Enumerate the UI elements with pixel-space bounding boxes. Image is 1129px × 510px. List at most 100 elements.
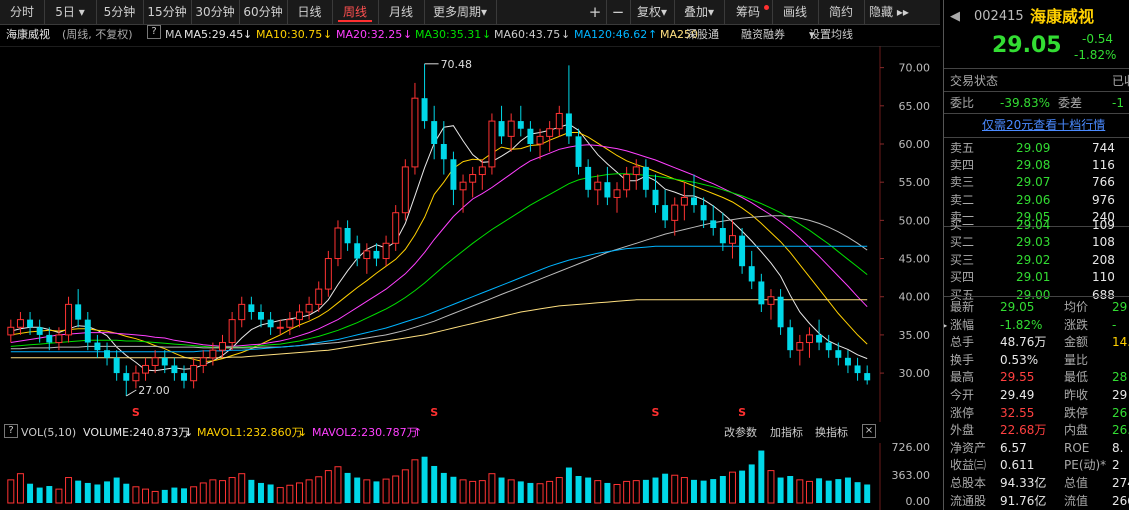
change-indicator-button[interactable]: 换指标: [815, 426, 848, 439]
candle-body: [796, 342, 804, 351]
candle: [286, 312, 294, 335]
hk-connect-link[interactable]: 深股通: [686, 28, 719, 41]
candlestick-chart[interactable]: 70.00 65.00 60.00 55.00 50.00 45.00 40.00 35.00…: [0, 46, 940, 422]
bid-price: 29.03: [1016, 235, 1051, 250]
volume-bar: [825, 480, 832, 503]
volume-bar: [354, 477, 361, 503]
ma10-value: MA10:30.75: [256, 28, 323, 41]
candle: [632, 159, 640, 190]
bid-label: 买二: [950, 235, 975, 250]
candle-body: [199, 357, 207, 366]
candle: [142, 357, 150, 381]
edit-params-button[interactable]: 改参数: [724, 426, 757, 439]
tab-60min[interactable]: 60分钟: [239, 0, 288, 24]
candle-body: [488, 120, 496, 168]
candle: [431, 105, 438, 160]
stats-divider: [944, 296, 1129, 297]
candle-body: [440, 144, 447, 160]
candle: [315, 281, 323, 312]
candle-body: [787, 327, 794, 351]
add-indicator-button[interactable]: 加指标: [770, 426, 803, 439]
bid-row: 买五 29.00 688: [944, 286, 1129, 304]
panel-collapse-icon[interactable]: ▶: [944, 318, 947, 338]
stat-value-2: 274: [1112, 476, 1129, 490]
simple-button[interactable]: 简约: [818, 0, 865, 24]
stat-value-2: 28: [1112, 370, 1128, 385]
candle-body: [315, 288, 323, 305]
ma30-value: MA30:35.31: [415, 28, 482, 41]
volume-bar: [151, 490, 159, 504]
tab-daily[interactable]: 日线: [287, 0, 333, 24]
candle-body: [276, 326, 284, 329]
bid-row: 买四 29.01 110: [944, 268, 1129, 286]
overlay-button[interactable]: 叠加▾: [674, 0, 725, 24]
bid-label: 买四: [950, 270, 975, 285]
tab-weekly[interactable]: 周线: [332, 0, 379, 24]
volume-bar: [258, 482, 264, 503]
volume-bar: [295, 482, 303, 504]
candle-body: [565, 113, 572, 137]
tab-more-periods[interactable]: 更多周期▾: [424, 0, 497, 24]
ma10-line: [10, 132, 868, 363]
period-note: (周线, 不复权): [62, 28, 133, 41]
candle: [295, 304, 303, 328]
candle-body: [844, 357, 851, 366]
candle: [575, 128, 582, 175]
bid-label: 买三: [950, 252, 975, 267]
tab-5day[interactable]: 5日 ▾: [44, 0, 97, 24]
help-icon[interactable]: ?: [147, 25, 161, 39]
tab-30min[interactable]: 30分钟: [191, 0, 240, 24]
ma-legend: 海康威视 (周线, 不复权) ? MA MA5:29.45 ↓ MA10:30.…: [0, 25, 940, 45]
chips-button[interactable]: 筹码: [724, 0, 773, 24]
volume-bar: [450, 476, 457, 503]
vol-help-icon[interactable]: ?: [4, 424, 18, 438]
adjust-button[interactable]: 复权▾: [630, 0, 675, 24]
candle-body: [835, 350, 842, 358]
ma20-value: MA20:32.25: [336, 28, 403, 41]
volume-bar: [94, 484, 101, 503]
candle: [171, 357, 178, 381]
candle-body: [382, 242, 390, 260]
candle-body: [728, 235, 736, 244]
tab-fenshi[interactable]: 分时: [0, 0, 45, 24]
volume-bar: [65, 477, 73, 504]
draw-line-button[interactable]: 画线: [772, 0, 819, 24]
candle-body: [459, 181, 467, 191]
signal-mark: S: [738, 406, 746, 419]
stat-value-2: 8.: [1112, 440, 1124, 455]
zoom-out-button[interactable]: −: [606, 0, 631, 24]
volume-chart[interactable]: 726.00 363.00 0.00: [0, 443, 940, 510]
ma30-line: [10, 173, 868, 348]
candle: [344, 220, 351, 251]
close-icon[interactable]: ×: [862, 424, 876, 438]
margin-trading-link[interactable]: 融资融券: [741, 28, 785, 41]
candle-body: [171, 365, 178, 374]
candle: [507, 113, 515, 152]
back-arrow-icon[interactable]: ◀: [950, 9, 960, 24]
volume-bar: [835, 479, 842, 503]
hide-button[interactable]: 隐藏 ▸▸: [864, 0, 914, 24]
moving-average-lines: [10, 123, 868, 372]
volume-bar: [209, 479, 217, 504]
candle-body: [55, 334, 63, 344]
ma5-value: MA5:29.45: [184, 28, 244, 41]
current-price: 29.05: [992, 33, 1062, 58]
candle: [796, 334, 804, 366]
candle-body: [421, 98, 428, 122]
volume-bar: [719, 476, 726, 503]
tab-monthly[interactable]: 月线: [378, 0, 425, 24]
volume-bar: [671, 474, 679, 504]
vol-title: VOL(5,10): [21, 426, 77, 439]
price-tick-label: 65.00: [899, 100, 931, 113]
tab-5min[interactable]: 5分钟: [96, 0, 144, 24]
candle-body: [209, 349, 217, 359]
candle-body: [604, 182, 611, 198]
tab-15min[interactable]: 15分钟: [143, 0, 192, 24]
candle-body: [305, 303, 313, 313]
zoom-in-button[interactable]: +: [584, 0, 607, 24]
candle: [113, 350, 120, 381]
ten-level-link[interactable]: 仅需20元查看十档行情: [982, 118, 1106, 132]
ask-row: 卖二 29.06 976: [944, 191, 1129, 209]
volume-bar: [691, 479, 697, 503]
stat-value: -1.82%: [1000, 317, 1043, 332]
